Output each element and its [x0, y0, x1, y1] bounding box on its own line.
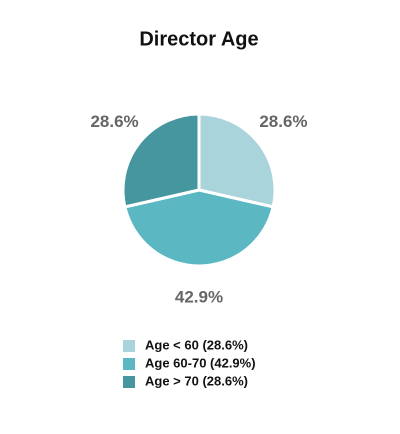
chart-title: Director Age [139, 28, 258, 50]
pie-slice [121, 112, 201, 209]
legend-label: Age 60-70 (42.9%) [145, 355, 256, 370]
value-label: 42.9% [175, 287, 223, 306]
legend-label: Age > 70 (28.6%) [145, 373, 248, 388]
legend-swatch [123, 340, 135, 352]
legend-swatch [123, 358, 135, 370]
pie-slice [123, 188, 275, 268]
legend-swatch [123, 376, 135, 388]
pie-slice [197, 112, 277, 209]
value-label: 28.6% [259, 112, 307, 131]
value-label: 28.6% [90, 112, 138, 131]
legend-label: Age < 60 (28.6%) [145, 337, 248, 352]
